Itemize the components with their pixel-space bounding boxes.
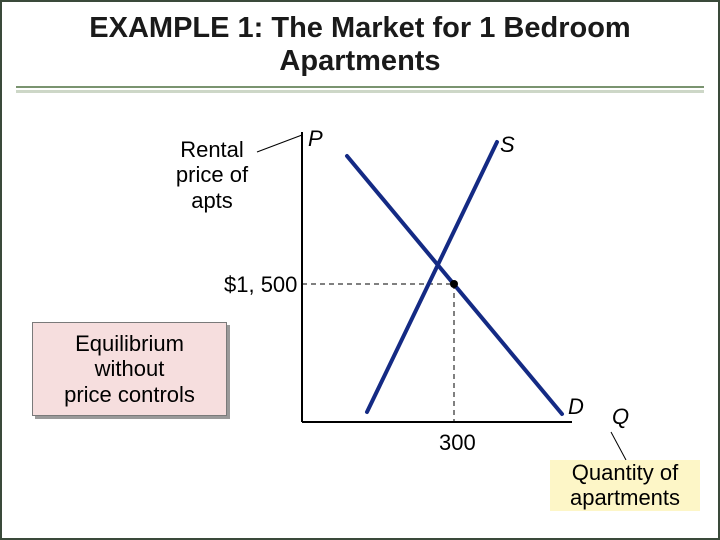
- s-curve-label-text: S: [500, 132, 515, 157]
- title-underline-top: [16, 86, 704, 88]
- rental-callout-line1: Rental: [180, 137, 244, 162]
- supply-curve: [367, 142, 497, 412]
- q-axis-label-text: Q: [612, 404, 629, 429]
- qty-tick-label: 300: [439, 430, 476, 455]
- d-curve-label-text: D: [568, 394, 584, 419]
- rental-callout: Rental price of apts: [162, 137, 262, 213]
- price-tick-text: $1, 500: [224, 272, 297, 297]
- slide-title: EXAMPLE 1: The Market for 1 Bedroom Apar…: [2, 2, 718, 82]
- equilibrium-callout-line3: price controls: [64, 382, 195, 407]
- quantity-callout-line2: apartments: [570, 485, 680, 510]
- s-curve-label: S: [500, 132, 515, 157]
- equilibrium-callout-line2: without: [95, 356, 165, 381]
- price-tick-label: $1, 500: [224, 272, 297, 297]
- quantity-leader: [611, 432, 626, 460]
- slide-title-text: EXAMPLE 1: The Market for 1 Bedroom Apar…: [89, 12, 630, 77]
- equilibrium-callout: Equilibrium without price controls: [32, 322, 227, 416]
- d-curve-label: D: [568, 394, 584, 419]
- rental-callout-line3: apts: [191, 188, 233, 213]
- equilibrium-callout-line1: Equilibrium: [75, 331, 184, 356]
- q-axis-label: Q: [612, 404, 629, 429]
- p-axis-label-text: P: [308, 126, 323, 151]
- slide-frame: EXAMPLE 1: The Market for 1 Bedroom Apar…: [0, 0, 720, 540]
- quantity-callout: Quantity of apartments: [550, 460, 700, 511]
- equilibrium-point: [450, 280, 458, 288]
- rental-leader: [257, 135, 302, 152]
- title-underline: [16, 86, 704, 93]
- p-axis-label: P: [308, 126, 323, 151]
- chart-stage: P S D Q $1, 500 300 Rental price of apts…: [2, 122, 718, 538]
- qty-tick-text: 300: [439, 430, 476, 455]
- quantity-callout-line1: Quantity of: [572, 460, 678, 485]
- rental-callout-line2: price of: [176, 162, 248, 187]
- title-underline-bottom: [16, 90, 704, 93]
